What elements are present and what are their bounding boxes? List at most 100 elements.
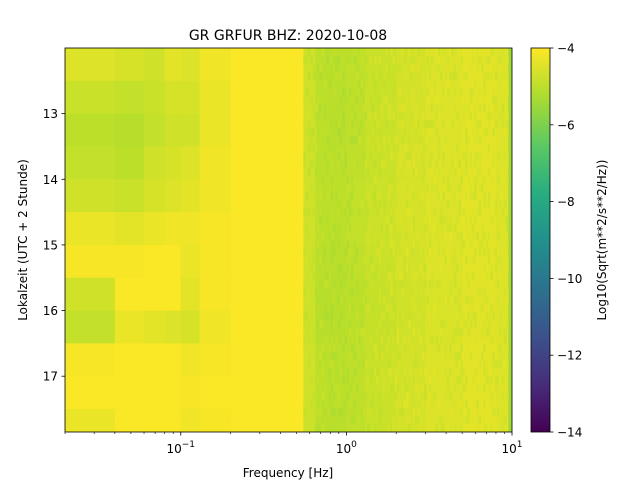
heatmap-texture-cell bbox=[383, 296, 386, 305]
heatmap-texture-cell bbox=[396, 384, 400, 393]
heatmap-texture-cell bbox=[471, 256, 475, 265]
heatmap-texture-cell bbox=[383, 400, 386, 409]
heatmap-texture-cell bbox=[426, 312, 429, 321]
heatmap-texture-cell bbox=[426, 400, 429, 409]
heatmap-texture-cell bbox=[362, 328, 366, 337]
heatmap-texture-cell bbox=[362, 56, 366, 65]
heatmap-texture-cell bbox=[367, 400, 370, 409]
heatmap-texture-cell bbox=[442, 48, 445, 57]
heatmap-texture-cell bbox=[358, 184, 361, 193]
heatmap-texture-cell bbox=[380, 208, 384, 217]
heatmap-texture-cell bbox=[323, 64, 327, 73]
heatmap-texture-cell bbox=[399, 144, 402, 153]
heatmap-texture-cell bbox=[455, 376, 459, 385]
heatmap-texture-cell bbox=[396, 256, 400, 265]
heatmap-texture-cell bbox=[389, 216, 393, 225]
heatmap-texture-cell bbox=[387, 160, 391, 169]
heatmap-texture-cell bbox=[478, 152, 482, 161]
heatmap-texture-cell bbox=[478, 344, 482, 353]
heatmap-texture-cell bbox=[399, 216, 402, 225]
heatmap-texture-cell bbox=[444, 88, 448, 97]
heatmap-texture-cell bbox=[433, 176, 436, 185]
heatmap-texture-cell bbox=[355, 80, 359, 89]
heatmap-texture-cell bbox=[310, 136, 313, 145]
heatmap-texture-cell bbox=[399, 272, 402, 281]
heatmap-texture-cell bbox=[449, 344, 452, 353]
heatmap-texture-cell bbox=[405, 280, 409, 289]
heatmap-texture-cell bbox=[321, 256, 325, 265]
heatmap-texture-cell bbox=[455, 232, 459, 241]
heatmap-texture-cell bbox=[440, 224, 443, 233]
heatmap-texture-cell bbox=[369, 376, 372, 385]
heatmap-texture-cell bbox=[426, 88, 429, 97]
heatmap-texture-cell bbox=[323, 312, 327, 321]
heatmap-texture-cell bbox=[483, 368, 486, 377]
heatmap-texture-cell bbox=[389, 424, 393, 432]
heatmap-texture-cell bbox=[478, 104, 482, 113]
heatmap-texture-cell bbox=[403, 272, 407, 281]
heatmap-texture-cell bbox=[421, 192, 425, 201]
colorbar-tick-label: −8 bbox=[557, 195, 575, 209]
heatmap-texture-cell bbox=[453, 424, 457, 432]
heatmap-texture-cell bbox=[442, 256, 445, 265]
heatmap-texture-cell bbox=[337, 80, 341, 89]
heatmap-texture-cell bbox=[392, 88, 395, 97]
heatmap-cell bbox=[230, 244, 261, 279]
heatmap-texture-cell bbox=[478, 128, 482, 137]
heatmap-texture-cell bbox=[380, 368, 384, 377]
heatmap-texture-cell bbox=[426, 64, 429, 73]
heatmap-texture-cell bbox=[499, 256, 502, 265]
heatmap-texture-cell bbox=[455, 112, 459, 121]
heatmap-texture-cell bbox=[346, 344, 350, 353]
heatmap-texture-cell bbox=[506, 128, 509, 137]
heatmap-texture-cell bbox=[462, 176, 466, 185]
heatmap-texture-cell bbox=[426, 352, 429, 361]
heatmap-texture-cell bbox=[474, 176, 477, 185]
heatmap-cell bbox=[288, 376, 304, 410]
heatmap-texture-cell bbox=[348, 400, 352, 409]
heatmap-texture-cell bbox=[492, 368, 495, 377]
heatmap-texture-cell bbox=[410, 240, 413, 249]
heatmap-texture-cell bbox=[408, 208, 411, 217]
heatmap-texture-cell bbox=[410, 56, 413, 65]
heatmap-texture-cell bbox=[396, 328, 400, 337]
heatmap-texture-cell bbox=[405, 72, 409, 81]
heatmap-texture-cell bbox=[405, 392, 409, 401]
heatmap-texture-cell bbox=[385, 88, 388, 97]
heatmap-texture-cell bbox=[487, 200, 491, 209]
heatmap-texture-cell bbox=[346, 96, 350, 105]
heatmap-texture-cell bbox=[465, 128, 468, 137]
heatmap-texture-cell bbox=[444, 344, 448, 353]
heatmap-texture-cell bbox=[453, 48, 457, 57]
heatmap-texture-cell bbox=[312, 328, 316, 337]
heatmap-texture-cell bbox=[385, 224, 388, 233]
heatmap-texture-cell bbox=[314, 144, 318, 153]
heatmap-texture-cell bbox=[492, 160, 495, 169]
heatmap-texture-cell bbox=[312, 64, 316, 73]
heatmap-texture-cell bbox=[444, 256, 448, 265]
heatmap-texture-cell bbox=[430, 192, 434, 201]
heatmap-cell bbox=[508, 409, 512, 432]
heatmap-texture-cell bbox=[337, 320, 341, 329]
heatmap-texture-cell bbox=[344, 288, 347, 297]
heatmap-texture-cell bbox=[455, 360, 459, 369]
heatmap-texture-cell bbox=[428, 288, 432, 297]
heatmap-texture-cell bbox=[496, 376, 500, 385]
heatmap-texture-cell bbox=[339, 296, 343, 305]
heatmap-texture-cell bbox=[344, 272, 347, 281]
heatmap-texture-cell bbox=[405, 160, 409, 169]
heatmap-texture-cell bbox=[476, 56, 480, 65]
heatmap-texture-cell bbox=[360, 304, 363, 313]
heatmap-cell bbox=[288, 277, 304, 312]
heatmap-texture-cell bbox=[417, 128, 420, 137]
heatmap-cell bbox=[288, 244, 304, 279]
heatmap-texture-cell bbox=[358, 128, 361, 137]
heatmap-texture-cell bbox=[444, 424, 448, 432]
heatmap-cell bbox=[114, 310, 145, 344]
heatmap-texture-cell bbox=[483, 104, 486, 113]
heatmap-texture-cell bbox=[506, 152, 509, 161]
heatmap-texture-cell bbox=[310, 400, 313, 409]
heatmap-texture-cell bbox=[410, 96, 413, 105]
heatmap-cell bbox=[199, 409, 232, 432]
heatmap-texture-cell bbox=[471, 48, 475, 57]
